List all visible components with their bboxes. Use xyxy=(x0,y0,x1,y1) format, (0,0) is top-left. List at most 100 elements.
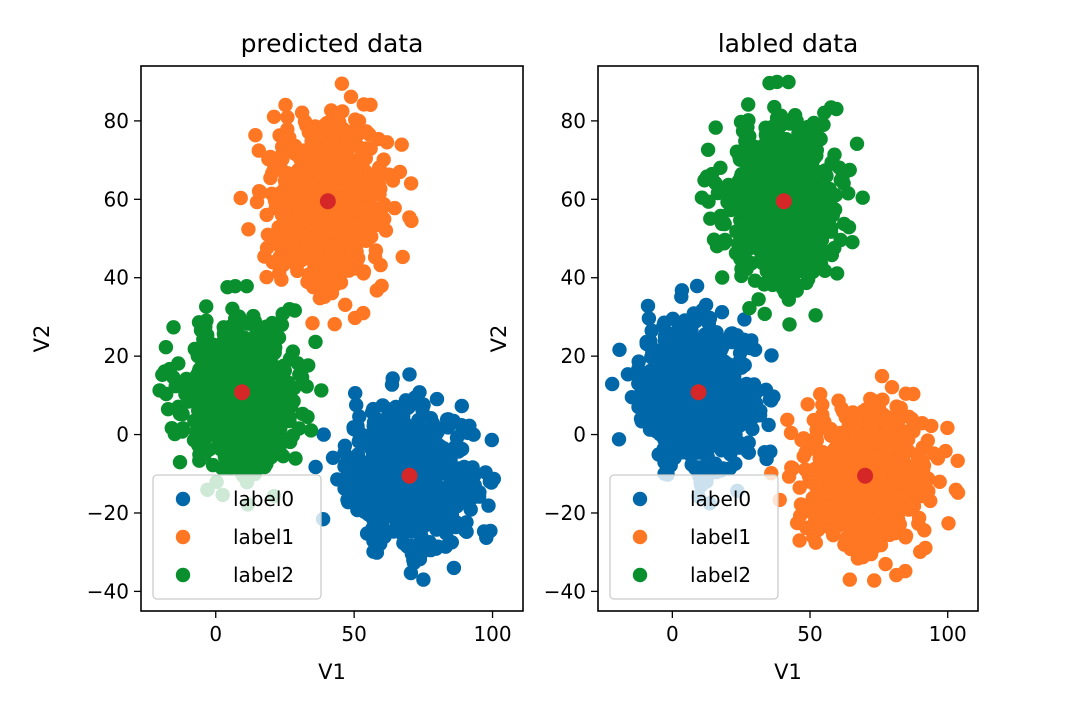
point-label1 xyxy=(265,166,280,181)
point-label0 xyxy=(444,499,459,514)
point-label0 xyxy=(427,464,443,480)
point-label1 xyxy=(261,151,276,167)
point-label2 xyxy=(799,209,814,224)
point-label0 xyxy=(429,522,444,537)
point-label1 xyxy=(799,520,814,536)
point-label1 xyxy=(798,445,813,460)
point-label0 xyxy=(662,389,678,404)
point-label2 xyxy=(303,423,319,438)
point-label1 xyxy=(869,434,885,450)
point-label1 xyxy=(342,135,357,150)
point-label2 xyxy=(229,337,245,352)
point-label2 xyxy=(294,363,309,378)
point-label1 xyxy=(392,164,408,180)
point-label0 xyxy=(375,398,390,413)
point-label0 xyxy=(641,311,657,326)
point-label0 xyxy=(387,461,402,476)
y-tick-label: 20 xyxy=(104,344,129,368)
point-label0 xyxy=(395,451,410,466)
point-label0 xyxy=(724,431,739,446)
point-label1 xyxy=(333,169,348,184)
point-label1 xyxy=(280,110,295,125)
point-label2 xyxy=(191,315,207,330)
point-label0 xyxy=(680,352,695,367)
point-label0 xyxy=(455,425,470,440)
point-label1 xyxy=(941,516,956,531)
point-label1 xyxy=(278,97,293,113)
point-label0 xyxy=(482,474,498,489)
point-label0 xyxy=(349,397,364,413)
point-label2 xyxy=(748,171,764,186)
point-label0 xyxy=(726,379,741,394)
point-label2 xyxy=(235,435,250,450)
point-label0 xyxy=(714,463,729,478)
point-label0 xyxy=(372,471,387,486)
point-label1 xyxy=(780,412,795,427)
point-label2 xyxy=(769,74,785,90)
point-label2 xyxy=(841,186,856,201)
centroid-point xyxy=(234,384,251,401)
y-tick-label: −20 xyxy=(544,501,586,525)
point-label0 xyxy=(429,391,445,407)
point-label0 xyxy=(471,489,487,504)
x-axis-label: V1 xyxy=(774,660,802,684)
point-label0 xyxy=(481,498,496,513)
point-label1 xyxy=(285,241,300,256)
point-label0 xyxy=(484,432,499,448)
point-label1 xyxy=(359,124,374,139)
legend-marker-label0 xyxy=(632,491,648,507)
point-label0 xyxy=(401,539,416,555)
point-label1 xyxy=(813,387,828,402)
point-label2 xyxy=(812,118,828,133)
point-label0 xyxy=(652,408,667,423)
point-label0 xyxy=(702,461,718,477)
point-label0 xyxy=(308,459,323,475)
y-tick-label: 80 xyxy=(561,109,586,133)
point-label1 xyxy=(356,305,371,321)
legend-box xyxy=(609,474,779,600)
point-label0 xyxy=(402,367,417,382)
point-label0 xyxy=(713,382,728,397)
point-label2 xyxy=(232,459,248,474)
point-label1 xyxy=(394,137,409,152)
point-label1 xyxy=(839,441,854,456)
point-label1 xyxy=(855,550,871,565)
point-label1 xyxy=(324,123,340,138)
point-label1 xyxy=(932,474,947,489)
point-label1 xyxy=(356,264,372,279)
point-label1 xyxy=(403,176,419,191)
y-tick-label: −20 xyxy=(87,501,129,525)
point-label1 xyxy=(343,89,359,105)
point-label2 xyxy=(166,320,181,335)
point-label1 xyxy=(320,167,336,182)
point-label1 xyxy=(917,523,932,538)
y-tick-label: 40 xyxy=(561,266,586,290)
point-label2 xyxy=(734,268,749,284)
point-label0 xyxy=(425,509,441,524)
point-label1 xyxy=(852,536,868,551)
point-label2 xyxy=(272,442,287,457)
point-label2 xyxy=(259,456,274,472)
point-label1 xyxy=(783,425,799,441)
point-label2 xyxy=(283,434,298,450)
point-label0 xyxy=(396,494,411,510)
point-label2 xyxy=(776,174,792,189)
point-label2 xyxy=(747,222,763,237)
point-label2 xyxy=(782,317,797,332)
point-label0 xyxy=(375,495,390,510)
x-tick-label: 100 xyxy=(929,622,967,646)
point-label2 xyxy=(787,108,803,123)
point-label1 xyxy=(364,229,379,244)
point-label0 xyxy=(745,421,760,437)
point-label2 xyxy=(188,424,204,440)
point-label2 xyxy=(762,225,777,240)
point-label2 xyxy=(287,303,302,318)
point-label1 xyxy=(352,179,367,194)
point-label2 xyxy=(173,376,188,391)
point-label1 xyxy=(792,533,807,548)
y-tick-label: 80 xyxy=(104,109,129,133)
point-label0 xyxy=(665,311,681,326)
point-label1 xyxy=(831,393,846,408)
legend-label-label2: label2 xyxy=(233,563,294,587)
point-label2 xyxy=(218,328,234,344)
